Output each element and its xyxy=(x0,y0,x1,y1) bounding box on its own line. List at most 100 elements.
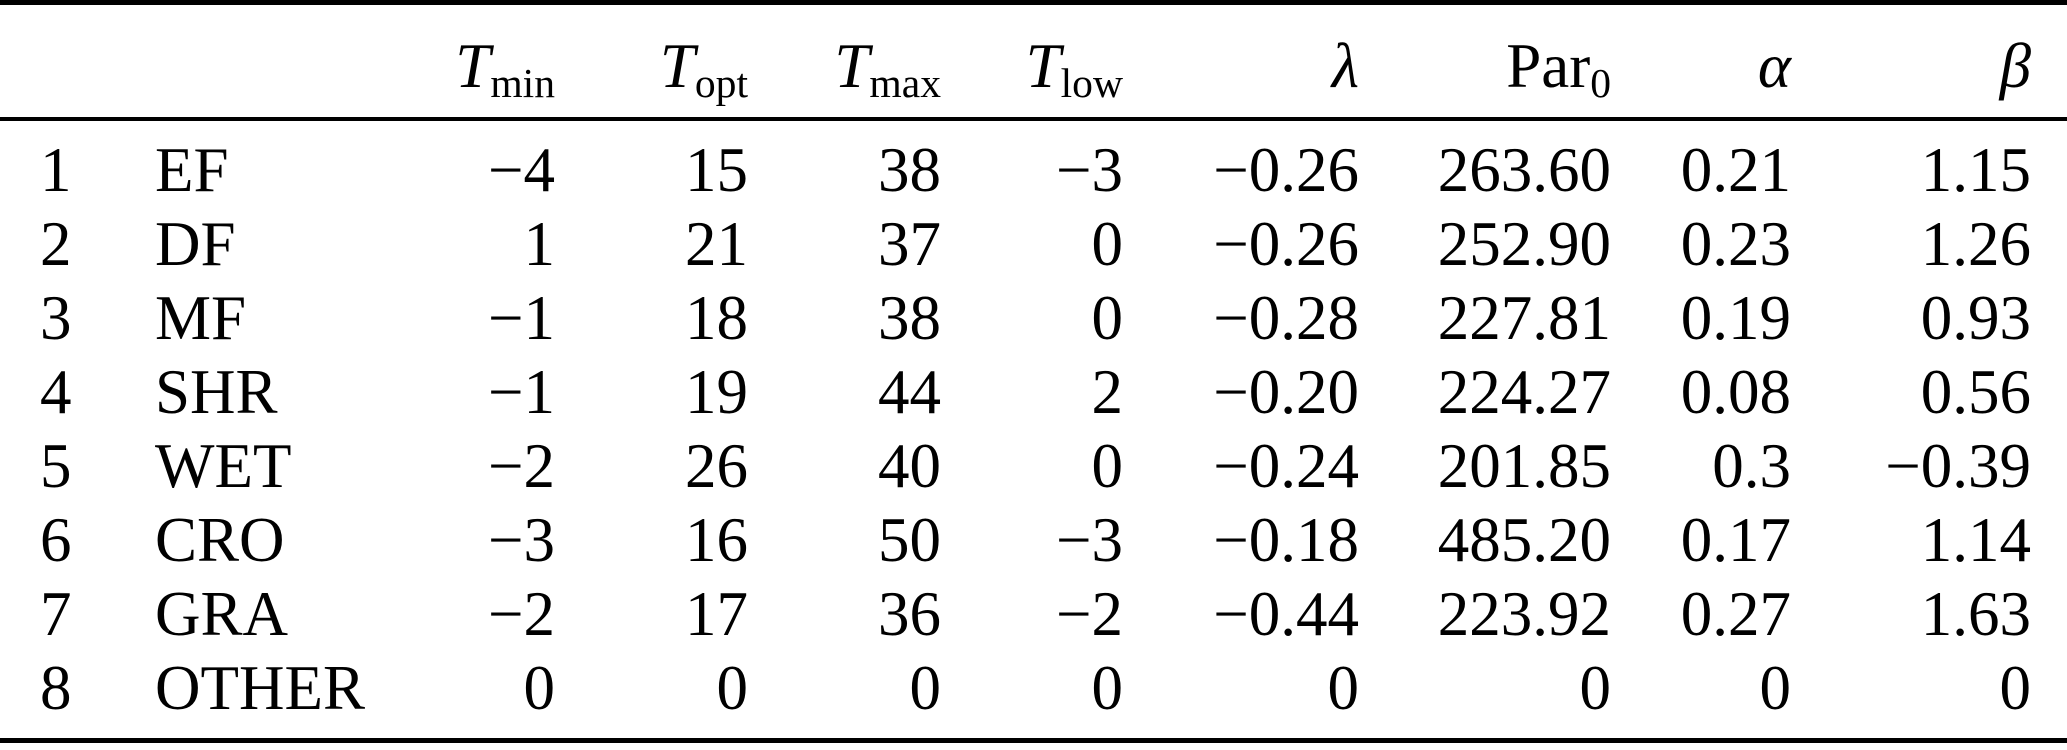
table-top-rule xyxy=(0,0,2067,5)
beta-symbol: β xyxy=(1999,31,2031,102)
topt-value-cell: 15 xyxy=(685,135,748,205)
row-number-cell: 1 xyxy=(40,135,72,205)
lambda-value-cell: −0.44 xyxy=(1213,579,1359,649)
tmin-symbol: T xyxy=(455,31,491,102)
tlow-value-cell: −3 xyxy=(1055,505,1123,575)
land-cover-label-cell: OTHER xyxy=(155,653,365,723)
lambda-value-cell: −0.26 xyxy=(1213,135,1359,205)
tlow-symbol: T xyxy=(1025,31,1061,102)
column-header-alpha: α xyxy=(1611,35,1791,105)
tmin-value-cell: −2 xyxy=(487,579,555,649)
tmax-subscript: max xyxy=(869,60,941,107)
lambda-value-cell: −0.18 xyxy=(1213,505,1359,575)
alpha-value-cell: 0.23 xyxy=(1680,209,1791,279)
topt-value-cell: 16 xyxy=(685,505,748,575)
topt-value-cell: 17 xyxy=(685,579,748,649)
lambda-value-cell: −0.26 xyxy=(1213,209,1359,279)
par0-value-cell: 227.81 xyxy=(1437,283,1611,353)
topt-value-cell: 0 xyxy=(716,653,749,723)
topt-symbol: T xyxy=(659,31,695,102)
table-header-rule xyxy=(0,117,2067,121)
topt-value-cell: 19 xyxy=(685,357,748,427)
tlow-subscript: low xyxy=(1060,60,1123,107)
tmax-symbol: T xyxy=(834,31,870,102)
par0-value-cell: 0 xyxy=(1579,653,1612,723)
tmin-value-cell: −1 xyxy=(487,357,555,427)
alpha-value-cell: 0.08 xyxy=(1680,357,1791,427)
par0-value-cell: 252.90 xyxy=(1437,209,1611,279)
par0-subscript: 0 xyxy=(1590,60,1611,107)
row-number-cell: 2 xyxy=(40,209,72,279)
tmin-value-cell: 1 xyxy=(523,209,556,279)
lambda-symbol: λ xyxy=(1331,31,1359,102)
table-body: 1 EF −4 15 38 −3 −0.26 263.60 0.21 1.15 … xyxy=(0,121,2067,738)
tmax-value-cell: 50 xyxy=(878,505,941,575)
tmin-value-cell: −2 xyxy=(487,431,555,501)
tmax-value-cell: 44 xyxy=(878,357,941,427)
tlow-value-cell: 0 xyxy=(1091,653,1124,723)
tmax-value-cell: 38 xyxy=(878,135,941,205)
column-header-tlow: Tlow xyxy=(941,35,1123,105)
lambda-value-cell: −0.28 xyxy=(1213,283,1359,353)
row-number-cell: 6 xyxy=(40,505,72,575)
land-cover-label-cell: EF xyxy=(155,135,229,205)
tlow-value-cell: 2 xyxy=(1091,357,1124,427)
lambda-value-cell: −0.24 xyxy=(1213,431,1359,501)
row-number-cell: 8 xyxy=(40,653,72,723)
lambda-value-cell: 0 xyxy=(1327,653,1360,723)
tmin-subscript: min xyxy=(490,60,555,107)
beta-value-cell: −0.39 xyxy=(1885,431,2031,501)
land-cover-label-cell: MF xyxy=(155,283,247,353)
column-header-tmin: Tmin xyxy=(405,35,555,105)
par0-value-cell: 263.60 xyxy=(1437,135,1611,205)
land-cover-label-cell: SHR xyxy=(155,357,278,427)
tmin-value-cell: −3 xyxy=(487,505,555,575)
beta-value-cell: 1.63 xyxy=(1920,579,2031,649)
beta-value-cell: 0.93 xyxy=(1920,283,2031,353)
tmin-value-cell: −4 xyxy=(487,135,555,205)
row-number-cell: 5 xyxy=(40,431,72,501)
land-cover-label-cell: CRO xyxy=(155,505,285,575)
beta-value-cell: 0 xyxy=(1999,653,2032,723)
beta-value-cell: 1.26 xyxy=(1920,209,2031,279)
par0-value-cell: 201.85 xyxy=(1437,431,1611,501)
tlow-value-cell: −2 xyxy=(1055,579,1123,649)
topt-value-cell: 26 xyxy=(685,431,748,501)
topt-subscript: opt xyxy=(694,60,748,107)
tmax-value-cell: 0 xyxy=(909,653,942,723)
land-cover-label-cell: WET xyxy=(155,431,292,501)
alpha-value-cell: 0.19 xyxy=(1680,283,1791,353)
tlow-value-cell: 0 xyxy=(1091,283,1124,353)
tlow-value-cell: 0 xyxy=(1091,209,1124,279)
row-number-cell: 3 xyxy=(40,283,72,353)
alpha-value-cell: 0.27 xyxy=(1680,579,1791,649)
column-header-par0: Par0 xyxy=(1359,35,1611,105)
column-header-topt: Topt xyxy=(555,35,748,105)
topt-value-cell: 18 xyxy=(685,283,748,353)
tmin-value-cell: 0 xyxy=(523,653,556,723)
beta-value-cell: 0.56 xyxy=(1920,357,2031,427)
lambda-value-cell: −0.20 xyxy=(1213,357,1359,427)
par0-value-cell: 224.27 xyxy=(1437,357,1611,427)
tmax-value-cell: 36 xyxy=(878,579,941,649)
tlow-value-cell: −3 xyxy=(1055,135,1123,205)
tmax-value-cell: 37 xyxy=(878,209,941,279)
row-number-cell: 7 xyxy=(40,579,72,649)
alpha-value-cell: 0.3 xyxy=(1712,431,1791,501)
column-header-tmax: Tmax xyxy=(748,35,941,105)
alpha-value-cell: 0 xyxy=(1759,653,1792,723)
alpha-value-cell: 0.17 xyxy=(1680,505,1791,575)
column-header-lambda: λ xyxy=(1123,35,1359,105)
row-number-cell: 4 xyxy=(40,357,72,427)
table-header-row: Tmin Topt Tmax Tlow λ Par0 α β xyxy=(0,5,2067,117)
table-bottom-rule xyxy=(0,738,2067,743)
land-cover-label-cell: GRA xyxy=(155,579,289,649)
topt-value-cell: 21 xyxy=(685,209,748,279)
par0-value-cell: 223.92 xyxy=(1437,579,1611,649)
land-cover-label-cell: DF xyxy=(155,209,236,279)
alpha-value-cell: 0.21 xyxy=(1680,135,1791,205)
tmax-value-cell: 38 xyxy=(878,283,941,353)
par0-value-cell: 485.20 xyxy=(1437,505,1611,575)
tmin-value-cell: −1 xyxy=(487,283,555,353)
